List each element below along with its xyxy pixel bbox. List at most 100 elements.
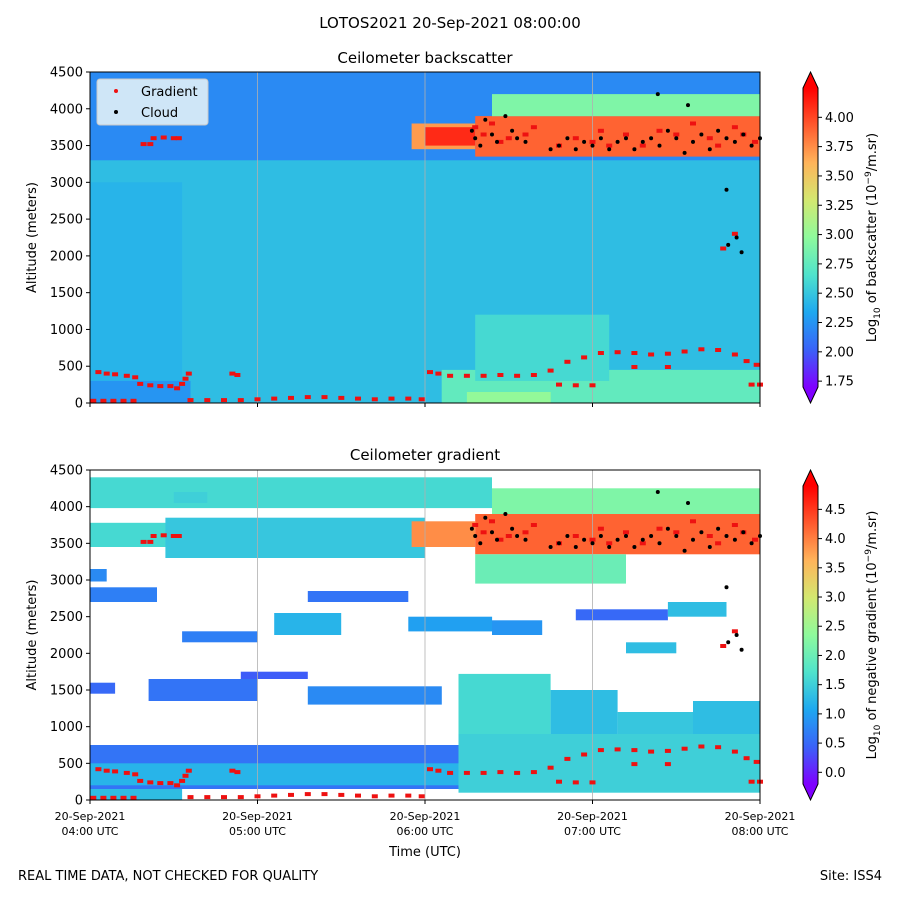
- gradient-point: [182, 773, 189, 778]
- gradient-point: [505, 534, 512, 538]
- gradient-point: [185, 768, 192, 773]
- gradient-point: [752, 537, 758, 542]
- heatmap-region: [148, 679, 258, 701]
- gradient-point: [472, 523, 479, 527]
- gradient-point: [720, 644, 727, 648]
- colorbar-tick-label: 3.50: [825, 169, 854, 184]
- cloud-point: [548, 545, 553, 549]
- heatmap-region: [466, 392, 551, 403]
- gradient-point: [174, 386, 181, 391]
- legend-cloud-marker: [114, 110, 118, 114]
- colorbar-extend-max: [803, 72, 818, 88]
- gradient-point: [572, 534, 579, 538]
- bottom-panel-title: Ceilometer gradient: [349, 446, 501, 464]
- gradient-point: [623, 530, 629, 535]
- colorbar-tick-label: 2.50: [825, 287, 854, 302]
- gradient-point: [614, 747, 621, 752]
- heatmap-region: [550, 690, 618, 734]
- cloud-point: [674, 136, 679, 141]
- cloud-point: [523, 139, 528, 144]
- cloud-point: [682, 548, 687, 553]
- gradient-point: [388, 793, 395, 798]
- cloud-point: [590, 541, 595, 546]
- y-tick-label: 2500: [50, 213, 83, 228]
- gradient-panel: 0 500 1000 1500 2000 2500 3000 3500 4000 4500 20-S…: [25, 464, 883, 861]
- gradient-point: [648, 352, 655, 357]
- cloud-point: [716, 128, 721, 133]
- cloud-point: [478, 541, 483, 546]
- gradient-point: [147, 142, 154, 147]
- cloud-point: [749, 143, 754, 148]
- cloud-point: [732, 139, 737, 144]
- gradient-point: [731, 352, 738, 357]
- cloud-point: [565, 534, 570, 538]
- cloud-point: [732, 537, 737, 542]
- heatmap-region: [90, 380, 191, 403]
- gradient-point: [480, 132, 487, 137]
- site-label: Site: ISS4: [819, 869, 882, 884]
- cloud-point: [607, 545, 612, 549]
- x-tick-label-time: 06:00 UTC: [396, 825, 453, 838]
- y-tick-label: 0: [75, 397, 83, 412]
- y-tick-label: 1500: [50, 286, 83, 301]
- gradient-point: [530, 125, 537, 130]
- cloud-point: [503, 114, 508, 119]
- gradient-point: [187, 795, 194, 800]
- cloud-point: [640, 139, 645, 144]
- gradient-point: [405, 793, 412, 798]
- figure-title: LOTOS2021 20-Sep-2021 08:00:00: [319, 14, 581, 32]
- gradient-point: [160, 533, 167, 538]
- gradient-point: [112, 372, 119, 377]
- y-axis-label: Altitude (meters): [25, 580, 40, 691]
- cloud-point: [478, 143, 483, 148]
- gradient-point: [103, 371, 110, 376]
- gradient-point: [530, 523, 537, 527]
- gradient-point: [664, 365, 671, 369]
- heatmap-region: [90, 569, 107, 582]
- gradient-point: [589, 139, 596, 144]
- gradient-point: [167, 781, 174, 786]
- cloud-point: [582, 139, 587, 144]
- cloud-point: [655, 92, 660, 97]
- colorbar-tick-label: 3.25: [825, 199, 854, 214]
- gradient-point: [690, 519, 696, 524]
- cloud-point: [590, 143, 595, 148]
- gradient-point: [112, 769, 119, 774]
- gradient-point: [130, 398, 137, 403]
- y-tick-label: 4000: [50, 500, 83, 515]
- colorbar-tick-label: 0.5: [825, 737, 846, 752]
- colorbar-bar: [803, 486, 818, 784]
- cloud-point: [699, 132, 704, 137]
- x-tick-label-time: 07:00 UTC: [564, 825, 621, 838]
- gradient-point: [435, 768, 442, 773]
- heatmap-region: [492, 620, 543, 635]
- gradient-point: [581, 355, 588, 360]
- gradient-point: [597, 128, 604, 133]
- cloud-point: [682, 150, 687, 155]
- y-tick-label: 2000: [50, 249, 83, 264]
- gradient-point: [234, 373, 241, 377]
- heatmap-region: [667, 602, 727, 617]
- gradient-point: [743, 756, 750, 761]
- gradient-point: [522, 132, 529, 137]
- heatmap-region: [90, 763, 459, 786]
- gradient-point: [597, 526, 604, 531]
- gradient-point: [95, 370, 102, 375]
- colorbar-tick-label: 2.25: [825, 316, 854, 331]
- gradient-point: [664, 351, 671, 356]
- gradient-point: [204, 795, 211, 800]
- gradient-point: [137, 381, 144, 386]
- gradient-point: [497, 139, 504, 144]
- gradient-point: [229, 371, 236, 376]
- gradient-point: [472, 125, 479, 130]
- colorbar-tick-label: 4.5: [825, 503, 846, 518]
- cloud-point: [557, 143, 561, 148]
- heatmap-region: [173, 492, 208, 503]
- cloud-point: [483, 117, 488, 122]
- gradient-point: [120, 398, 127, 403]
- gradient-point: [681, 349, 688, 354]
- gradient-point: [614, 350, 621, 355]
- gradient-point: [715, 541, 722, 546]
- cloud-point: [665, 526, 670, 531]
- heatmap-region: [240, 671, 308, 679]
